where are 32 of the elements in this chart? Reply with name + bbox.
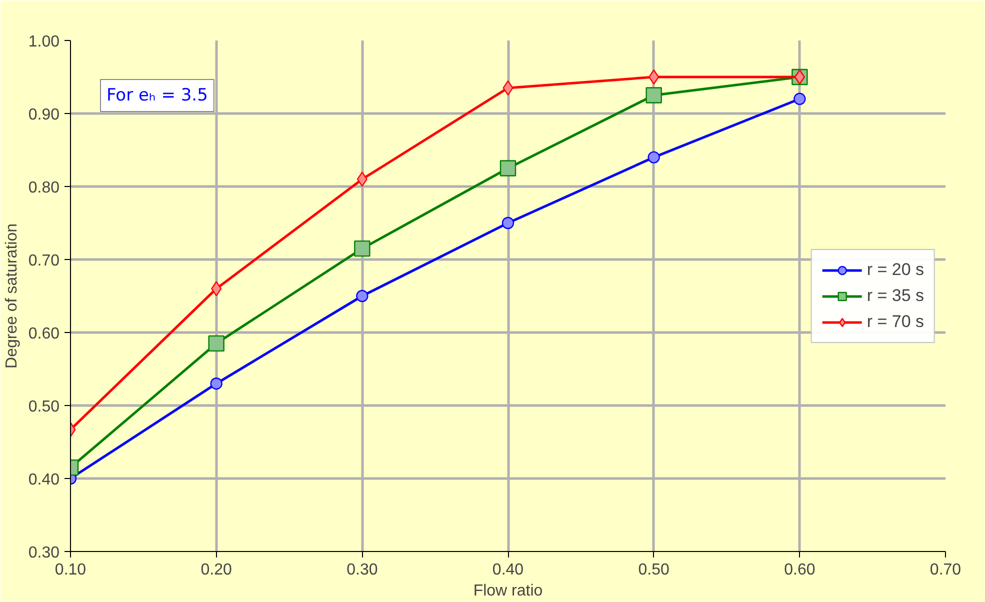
x-tick-label: 0.70: [930, 562, 962, 578]
y-tick-label: 0.50: [28, 398, 60, 416]
point: [356, 290, 368, 302]
y-tick-label: 0.90: [28, 106, 60, 124]
point: [648, 151, 660, 164]
y-axis-title: Degree of saturation: [3, 224, 20, 368]
point: [356, 172, 368, 187]
point: [794, 92, 806, 105]
y-tick-label: 0.40: [28, 472, 60, 488]
legend-label: r = 70 s: [866, 312, 924, 332]
x-tick-label: 0.50: [638, 562, 670, 578]
x-tick-label: 0.30: [346, 562, 378, 578]
legend-label: r = 35 s: [866, 286, 924, 306]
point: [500, 160, 516, 176]
x-tick-label: 0.20: [200, 562, 232, 578]
y-tick-label: 0.80: [28, 180, 60, 196]
point: [210, 378, 222, 390]
x-tick-label: 0.40: [492, 562, 524, 578]
annotation: For eₕ = 3.5: [106, 86, 208, 106]
x-tick-label: 0.10: [54, 562, 86, 578]
y-tick-label: 0.30: [28, 544, 60, 562]
point: [211, 281, 222, 296]
y-tick-label: 0.60: [28, 326, 60, 342]
point: [502, 216, 514, 230]
x-tick-label: 0.60: [784, 562, 816, 578]
point: [354, 240, 370, 257]
y-tick-label: 1.00: [28, 34, 60, 50]
y-tick-label: 0.70: [28, 252, 60, 270]
x-axis-title: Flow ratio: [473, 582, 543, 600]
point: [646, 87, 662, 104]
point: [208, 335, 224, 352]
legend-label: r = 20 s: [866, 260, 924, 280]
